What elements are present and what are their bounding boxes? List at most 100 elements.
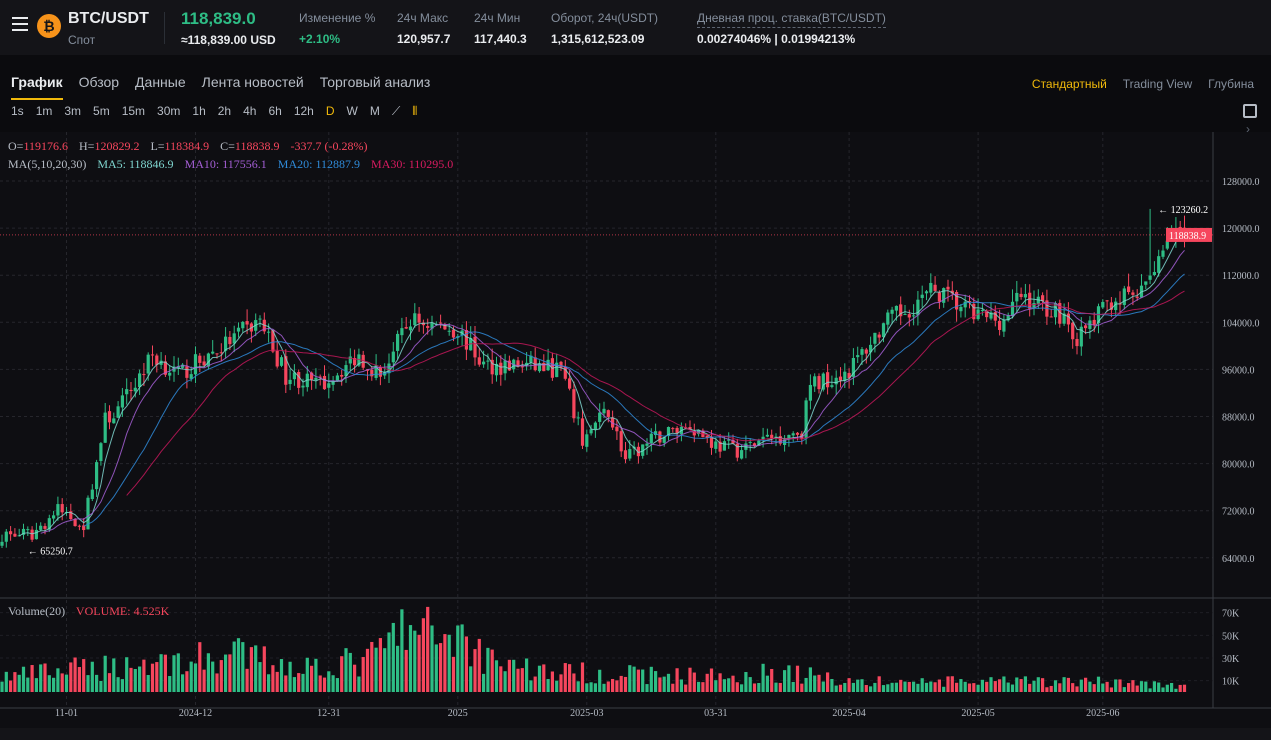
candle-body bbox=[1075, 338, 1079, 347]
main-tabs: График Обзор Данные Лента новостей Торго… bbox=[11, 74, 430, 100]
volume-bar bbox=[56, 668, 60, 692]
tab-news[interactable]: Лента новостей bbox=[201, 74, 304, 90]
interval-4h[interactable]: 4h bbox=[243, 104, 257, 118]
interval-30m[interactable]: 30m bbox=[157, 104, 181, 118]
volume-bar bbox=[993, 681, 997, 692]
interval-1m[interactable]: 1m bbox=[35, 104, 53, 118]
pair-name[interactable]: BTC/USDT bbox=[68, 10, 149, 27]
volume-bar bbox=[1157, 682, 1161, 692]
interval-M[interactable]: M bbox=[369, 104, 380, 118]
candle-body bbox=[559, 361, 563, 368]
volume-bar bbox=[869, 686, 873, 692]
volume-bar bbox=[370, 641, 374, 692]
candle-body bbox=[619, 431, 623, 452]
candle-body bbox=[494, 363, 499, 376]
volume-bar bbox=[150, 663, 155, 692]
volume-bar bbox=[439, 643, 443, 692]
volume-bar bbox=[159, 654, 163, 692]
candle-body bbox=[843, 371, 847, 381]
interval-1s[interactable]: 1s bbox=[11, 104, 24, 118]
volume-bar bbox=[378, 638, 382, 692]
view-tradingview[interactable]: Trading View bbox=[1122, 77, 1193, 91]
volume-bar bbox=[486, 647, 490, 692]
candle-body bbox=[116, 406, 120, 418]
interval-D[interactable]: D bbox=[325, 104, 335, 118]
candle-body bbox=[215, 353, 219, 355]
fullscreen-icon[interactable] bbox=[1243, 104, 1257, 118]
candle-body bbox=[525, 362, 529, 366]
candle-body bbox=[1071, 322, 1075, 340]
volume-bar bbox=[881, 685, 886, 692]
volume-bar bbox=[1170, 682, 1174, 692]
candle-body bbox=[206, 353, 210, 367]
interval-2h[interactable]: 2h bbox=[217, 104, 232, 118]
view-standard[interactable]: Стандартный bbox=[1031, 77, 1107, 91]
candle-body bbox=[675, 427, 679, 434]
close-label: C= bbox=[220, 139, 235, 153]
volume-bar bbox=[86, 675, 90, 692]
line-chart-icon[interactable]: ⟋ bbox=[391, 104, 401, 118]
volume-bar bbox=[9, 680, 13, 692]
chevron-right-icon[interactable]: › bbox=[1246, 122, 1250, 136]
candle-body bbox=[335, 375, 339, 382]
candle-body bbox=[572, 389, 576, 419]
tab-chart[interactable]: График bbox=[11, 74, 63, 100]
tab-trading-analysis[interactable]: Торговый анализ bbox=[319, 74, 431, 90]
candle-body bbox=[589, 429, 593, 434]
candle-body bbox=[90, 489, 94, 500]
volume-bar bbox=[847, 678, 851, 692]
volume-bar bbox=[950, 676, 954, 692]
stat-label: 24ч Макс bbox=[397, 11, 449, 25]
candle-body bbox=[864, 349, 868, 354]
candle-body bbox=[568, 378, 572, 389]
candle-body bbox=[1161, 250, 1165, 257]
volume-bar bbox=[0, 681, 4, 692]
candle-body bbox=[641, 444, 645, 456]
candle-body bbox=[959, 306, 963, 312]
volume-bar bbox=[1178, 684, 1182, 692]
interval-5m[interactable]: 5m bbox=[93, 104, 110, 118]
interval-1h[interactable]: 1h bbox=[192, 104, 206, 118]
candle-chart-icon[interactable]: ⫴ bbox=[412, 104, 418, 118]
volume-bar bbox=[654, 671, 658, 692]
tab-data[interactable]: Данные bbox=[135, 74, 186, 90]
candle-body bbox=[344, 365, 348, 376]
tab-overview[interactable]: Обзор bbox=[78, 74, 120, 90]
y-tick-label: 120000.0 bbox=[1222, 224, 1260, 235]
volume-bar bbox=[834, 685, 838, 692]
volume-bar bbox=[817, 674, 821, 692]
volume-bar bbox=[258, 662, 262, 692]
candle-body bbox=[731, 439, 735, 444]
volume-bar bbox=[611, 678, 615, 692]
view-depth[interactable]: Глубина bbox=[1208, 77, 1254, 91]
candle-body bbox=[1144, 281, 1148, 285]
interval-12h[interactable]: 12h bbox=[293, 104, 314, 118]
interval-W[interactable]: W bbox=[346, 104, 358, 118]
candle-body bbox=[193, 354, 198, 375]
candle-body bbox=[813, 376, 817, 387]
candlestick-chart[interactable]: 11-01 2024-12 12-31 2025 2025-03 03-31 2025-04… bbox=[0, 132, 1271, 728]
chart-view-switch: Стандартный Trading View Глубина bbox=[1032, 77, 1254, 91]
funding-rate-label[interactable]: Дневная проц. ставка(BTC/USDT) bbox=[697, 11, 886, 28]
candle-body bbox=[989, 312, 993, 319]
volume-bar bbox=[107, 673, 112, 692]
volume-bar bbox=[103, 655, 107, 692]
candle-body bbox=[176, 366, 180, 369]
volume-bar bbox=[1079, 679, 1083, 692]
candle-body bbox=[284, 356, 288, 385]
volume-bar bbox=[460, 624, 464, 692]
volume-bar bbox=[1101, 683, 1105, 692]
interval-6h[interactable]: 6h bbox=[268, 104, 282, 118]
volume-bar bbox=[374, 647, 378, 692]
candle-body bbox=[851, 357, 855, 377]
volume-bar bbox=[1122, 687, 1126, 692]
candle-body bbox=[202, 361, 206, 366]
candle-body bbox=[288, 379, 292, 385]
volume-bar bbox=[13, 672, 17, 692]
footer-bar bbox=[0, 728, 1271, 740]
menu-icon[interactable] bbox=[12, 17, 28, 31]
interval-15m[interactable]: 15m bbox=[121, 104, 146, 118]
interval-3m[interactable]: 3m bbox=[64, 104, 82, 118]
candle-body bbox=[765, 434, 769, 437]
volume-bar bbox=[249, 647, 253, 692]
